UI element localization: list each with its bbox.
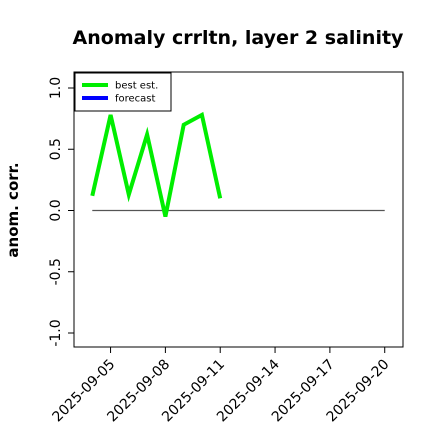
legend-label: forecast [115, 94, 156, 105]
plot-frame [73, 71, 404, 348]
y-tick-label: -0.5 [48, 258, 64, 285]
legend-label: best est. [115, 81, 158, 92]
y-axis-label: anom. corr. [4, 162, 22, 257]
plot-layer: -1.0-0.50.00.51.02025-09-052025-09-08202… [48, 77, 393, 426]
legend-box [74, 72, 172, 112]
y-tick-label: -1.0 [48, 319, 64, 346]
y-tick-label: 1.0 [48, 77, 64, 99]
legend: best est. forecast [74, 72, 172, 112]
chart-title: Anomaly crrltn, layer 2 salinity [73, 27, 404, 49]
series-line-0 [90, 111, 223, 218]
y-tick-label: 0.5 [48, 138, 64, 160]
y-tick-label: 0.0 [48, 199, 64, 221]
